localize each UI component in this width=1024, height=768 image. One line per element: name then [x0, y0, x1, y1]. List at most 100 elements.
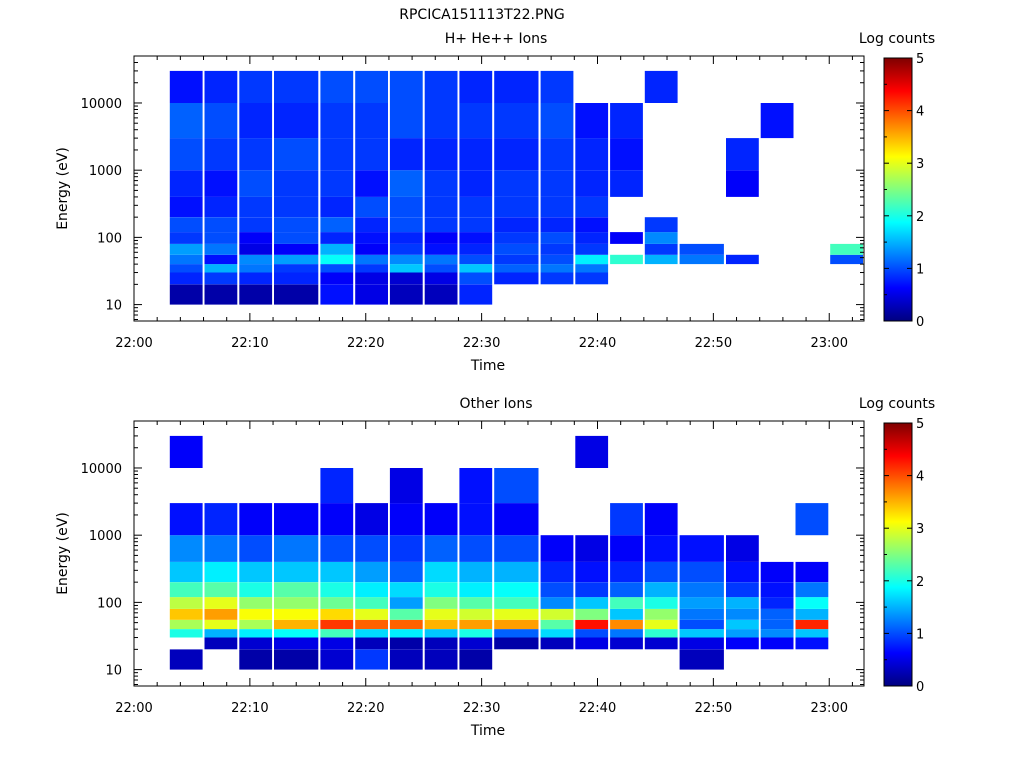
heatmap-cell	[320, 503, 354, 536]
heatmap-cell	[795, 597, 829, 609]
heatmap-cell	[355, 243, 388, 255]
x-axis-label: Time	[470, 723, 505, 739]
heatmap-cell	[169, 243, 203, 255]
heatmap-cell	[169, 503, 203, 536]
heatmap-cell	[204, 138, 238, 171]
heatmap-cell	[239, 503, 273, 536]
heatmap-cell	[459, 217, 493, 233]
heatmap-cell	[239, 561, 273, 583]
heatmap-cell	[274, 284, 319, 305]
heatmap-cell	[274, 561, 319, 583]
heatmap-cell	[459, 70, 493, 103]
colorbar-tick-label: 2	[916, 575, 924, 590]
heatmap-cell	[760, 561, 794, 583]
heatmap-cell	[169, 597, 203, 609]
heatmap-cell	[320, 649, 354, 670]
heatmap-cell	[204, 264, 238, 273]
heatmap-cell	[575, 254, 609, 265]
heatmap-cell	[320, 196, 354, 218]
heatmap-cell	[239, 608, 273, 620]
heatmap-cell	[610, 503, 643, 536]
heatmap-cell	[575, 582, 609, 598]
heatmap-cell	[274, 649, 319, 670]
heatmap-cell	[424, 503, 458, 536]
y-axis: 10 100 1000 10000 Energy (eV)	[55, 427, 864, 686]
heatmap-cell	[494, 232, 539, 244]
heatmap-cell	[355, 619, 388, 630]
heatmap-cell	[459, 196, 493, 218]
heatmap-cell	[424, 264, 458, 273]
heatmap-cell	[274, 597, 319, 609]
heatmap-cell	[204, 103, 238, 139]
x-axis: 22:00 22:10 22:20 22:30 22:40 22:50 23:00 Time	[115, 421, 853, 739]
heatmap-cell	[644, 582, 678, 598]
heatmap-cell	[494, 535, 539, 562]
heatmap-cell	[610, 254, 643, 265]
heatmap-cell	[679, 535, 724, 562]
heatmap-cell	[494, 196, 539, 218]
heatmap-cell	[726, 170, 759, 197]
heatmap-cell	[424, 597, 458, 609]
heatmap-cell	[494, 264, 539, 273]
heatmap-cell	[389, 503, 423, 536]
heatmap-cell	[239, 264, 273, 273]
heatmap-cell	[355, 70, 388, 103]
heatmap-cell	[424, 217, 458, 233]
heatmap-cell	[424, 284, 458, 305]
heatmap-cell	[389, 103, 423, 139]
heatmap-cell	[424, 272, 458, 285]
heatmap-cell	[830, 254, 863, 265]
heatmap-cell	[459, 503, 493, 536]
heatmap-cell	[610, 608, 643, 620]
heatmap-cell	[239, 232, 273, 244]
y-tick-label: 100	[97, 231, 122, 246]
heatmap-cell	[644, 561, 678, 583]
heatmap-cell	[389, 138, 423, 171]
heatmap-cell	[355, 196, 388, 218]
heatmap-cell	[679, 619, 724, 630]
heatmap-cell	[575, 561, 609, 583]
heatmap-cell	[424, 535, 458, 562]
heatmap-cell	[204, 608, 238, 620]
heatmap-cell	[204, 561, 238, 583]
heatmap-cell	[610, 597, 643, 609]
colorbar-tick-label: 0	[916, 680, 924, 695]
heatmap-cell	[494, 637, 539, 650]
heatmap-cell	[204, 503, 238, 536]
heatmap-cell	[679, 637, 724, 650]
heatmap-cell	[459, 649, 493, 670]
heatmap-cell	[355, 217, 388, 233]
colorbar-tick-label: 4	[916, 470, 924, 485]
heatmap-cell	[679, 582, 724, 598]
heatmap-cell	[540, 264, 574, 273]
heatmap-cell	[540, 629, 574, 638]
heatmap-cell	[204, 535, 238, 562]
heatmap-cell	[320, 468, 354, 504]
plot-frame	[133, 420, 865, 687]
heatmap-cell	[204, 637, 238, 650]
heatmap-cell	[459, 629, 493, 638]
heatmap-cell	[389, 619, 423, 630]
heatmap-cell	[204, 217, 238, 233]
heatmap-cell	[274, 608, 319, 620]
heatmap-cell	[274, 103, 319, 139]
heatmap-cell	[726, 535, 759, 562]
heatmap-cell	[459, 264, 493, 273]
x-tick-label: 22:00	[115, 336, 152, 351]
heatmap-cell	[320, 637, 354, 650]
colorbar-tick-label: 5	[916, 52, 924, 67]
heatmap-cell	[274, 629, 319, 638]
heatmap-cell	[239, 597, 273, 609]
heatmap-cell	[610, 637, 643, 650]
heatmap-cell	[540, 637, 574, 650]
colorbar-tick-label: 0	[916, 315, 924, 330]
heatmap-cell	[320, 561, 354, 583]
heatmap-cell	[169, 284, 203, 305]
heatmap-cell	[320, 284, 354, 305]
heatmap-cell	[540, 70, 574, 103]
heatmap-cell	[355, 103, 388, 139]
heatmap-cell	[644, 70, 678, 103]
heatmap-cell	[540, 582, 574, 598]
colorbar-label: Log counts	[859, 31, 935, 47]
heatmap-cell	[204, 170, 238, 197]
